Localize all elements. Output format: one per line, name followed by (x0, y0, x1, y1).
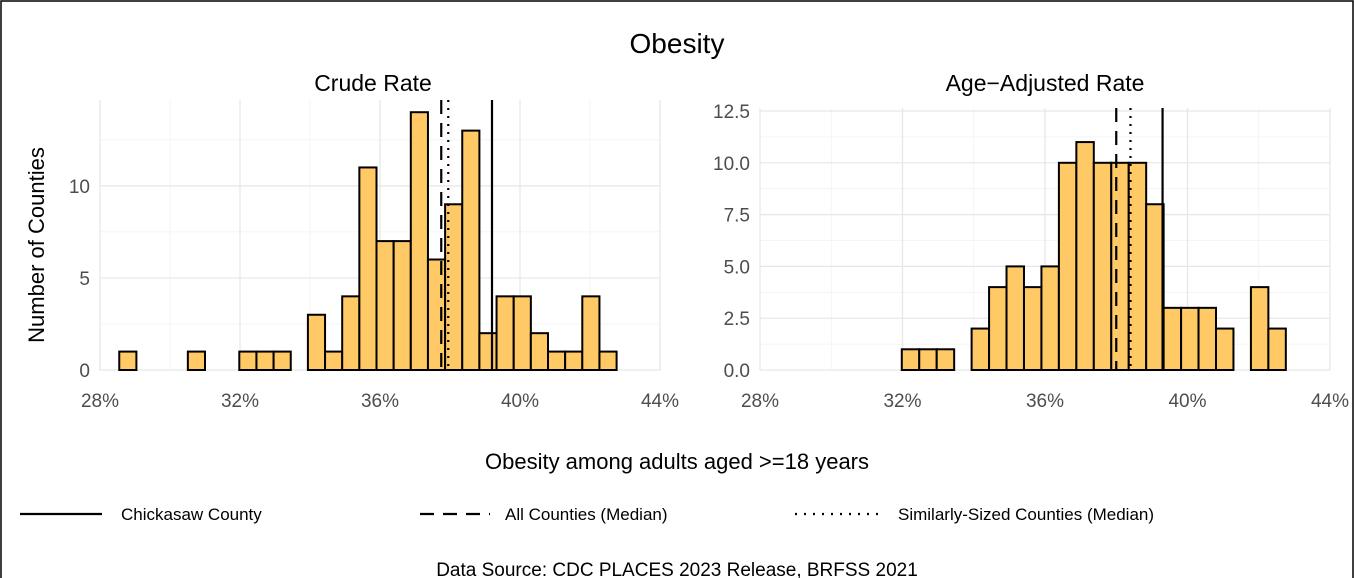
crude-rate-x-tick-label: 44% (641, 391, 679, 412)
crude-rate-bar (324, 350, 344, 372)
legend: Chickasaw County All Counties (Median) S… (20, 505, 1154, 524)
age-adjusted-rate-y-tick-label: 0.0 (724, 361, 750, 382)
age-adjusted-rate-bar (1180, 306, 1200, 371)
age-adjusted-rate-y-tick-label: 7.5 (724, 206, 750, 227)
age-adjusted-rate-bar (1215, 327, 1235, 371)
age-adjusted-rate-x-tick-label: 28% (741, 391, 779, 412)
main-title: Obesity (630, 28, 725, 59)
age-adjusted-rate-bar (1127, 161, 1148, 371)
age-adjusted-rate-bar (918, 348, 938, 371)
legend-label-chickasaw-county: Chickasaw County (121, 505, 262, 524)
crude-rate-panel: Crude Rate 28% 32% 36% 40% 44% 0 5 10 (69, 70, 679, 412)
age-adjusted-rate-y-tick-label: 5.0 (724, 257, 750, 278)
crude-rate-bar (392, 240, 412, 371)
data-source-caption: Data Source: CDC PLACES 2023 Release, BR… (436, 560, 918, 578)
crude-rate-bar (238, 350, 258, 372)
crude-rate-bar (409, 111, 429, 371)
age-adjusted-rate-x-tick-label: 44% (1311, 391, 1349, 412)
crude-rate-bar (529, 332, 549, 372)
crude-rate-x-tick-label: 40% (501, 391, 539, 412)
crude-rate-bar (495, 295, 515, 371)
crude-rate-bar (255, 350, 275, 372)
crude-rate-y-tick-label: 10 (69, 177, 90, 198)
panel-title-crude-rate: Crude Rate (314, 70, 432, 96)
crude-rate-bar (547, 350, 567, 372)
age-adjusted-rate-y-tick-label: 12.5 (713, 102, 750, 123)
age-adjusted-rate-bar (1040, 265, 1060, 371)
crude-rate-bar (186, 350, 207, 372)
age-adjusted-rate-bar (1092, 161, 1113, 371)
age-adjusted-rate-bar (1005, 265, 1025, 371)
age-adjusted-rate-panel: Age−Adjusted Rate 28% 32% 36% 40% 44% 0.0 2.5 5… (713, 70, 1349, 412)
crude-rate-bar (118, 350, 138, 372)
crude-rate-bar (341, 295, 361, 371)
age-adjusted-rate-bar (1249, 286, 1270, 371)
age-adjusted-rate-bar (1162, 306, 1183, 371)
age-adjusted-rate-bar (1022, 286, 1043, 371)
legend-label-similar-counties-median: Similarly-Sized Counties (Median) (898, 505, 1154, 524)
crude-rate-y-tick-label: 5 (79, 269, 90, 290)
age-adjusted-rate-y-tick-label: 10.0 (713, 154, 750, 175)
age-adjusted-rate-x-tick-label: 40% (1168, 391, 1206, 412)
crude-rate-bar (461, 129, 481, 371)
crude-rate-bar (375, 240, 395, 371)
crude-rate-bar (272, 350, 292, 372)
age-adjusted-rate-bar (988, 286, 1008, 371)
crude-rate-bar (581, 295, 601, 371)
x-axis-title: Obesity among adults aged >=18 years (485, 449, 869, 474)
crude-rate-x-tick-label: 32% (221, 391, 259, 412)
crude-rate-y-tick-label: 0 (79, 361, 90, 382)
age-adjusted-rate-bar (900, 348, 921, 371)
age-adjusted-rate-bar (1075, 141, 1095, 371)
crude-rate-bar (598, 350, 618, 372)
age-adjusted-rate-bar (970, 327, 991, 371)
age-adjusted-rate-bar (935, 348, 956, 371)
crude-rate-bar (358, 166, 378, 371)
age-adjusted-rate-bar (1145, 203, 1165, 371)
crude-rate-x-tick-label: 36% (361, 391, 399, 412)
age-adjusted-rate-x-tick-label: 36% (1026, 391, 1064, 412)
age-adjusted-rate-bar (1197, 306, 1217, 371)
age-adjusted-rate-bar (1057, 161, 1078, 371)
legend-label-all-counties-median: All Counties (Median) (505, 505, 668, 524)
crude-rate-bar (426, 258, 447, 371)
crude-rate-x-tick-label: 28% (81, 391, 119, 412)
crude-rate-bar (512, 295, 532, 371)
crude-rate-bar (478, 332, 498, 372)
age-adjusted-rate-x-tick-label: 32% (883, 391, 921, 412)
age-adjusted-rate-y-tick-label: 2.5 (724, 309, 750, 330)
age-adjusted-rate-bar (1110, 161, 1130, 371)
age-adjusted-rate-bar (1267, 327, 1287, 371)
panel-title-age-adjusted-rate: Age−Adjusted Rate (946, 70, 1145, 96)
crude-rate-bar (564, 350, 584, 372)
crude-rate-bar (306, 313, 327, 371)
y-axis-title: Number of Counties (24, 147, 49, 343)
